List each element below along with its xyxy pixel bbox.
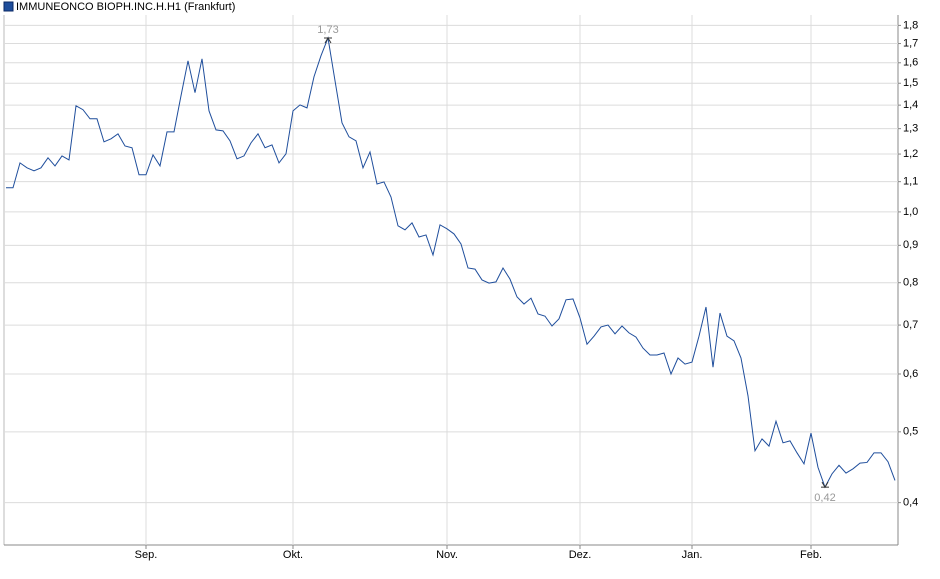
extreme-marker-arrow	[324, 37, 332, 44]
legend-swatch	[3, 1, 14, 12]
y-tick-label: 1,0	[903, 206, 918, 218]
price-line	[6, 36, 896, 489]
y-tick-label: 0,8	[903, 277, 918, 289]
value-label: 0,42	[814, 492, 835, 504]
x-tick-label: Feb.	[800, 549, 822, 561]
extreme-marker-arrow	[821, 481, 829, 489]
x-tick-label: Nov.	[436, 549, 458, 561]
x-tick-label: Okt.	[283, 549, 303, 561]
legend-label: IMMUNEONCO BIOPH.INC.H.H1 (Frankfurt)	[16, 1, 235, 13]
y-tick-label: 1,5	[903, 77, 918, 89]
y-tick-label: 0,6	[903, 368, 918, 380]
y-tick-label: 0,4	[903, 497, 918, 509]
y-tick-label: 1,3	[903, 123, 918, 135]
y-tick-label: 1,7	[903, 37, 918, 49]
y-tick-label: 0,7	[903, 319, 918, 331]
y-tick-label: 1,1	[903, 176, 918, 188]
x-tick-label: Dez.	[569, 549, 592, 561]
y-tick-label: 1,6	[903, 57, 918, 69]
x-tick-label: Sep.	[135, 549, 158, 561]
y-tick-label: 0,9	[903, 239, 918, 251]
y-tick-label: 1,4	[903, 99, 918, 111]
y-tick-label: 0,5	[903, 426, 918, 438]
x-tick-label: Jan.	[682, 549, 703, 561]
value-label: 1,73	[317, 24, 338, 36]
y-tick-label: 1,2	[903, 148, 918, 160]
y-tick-label: 1,8	[903, 19, 918, 31]
